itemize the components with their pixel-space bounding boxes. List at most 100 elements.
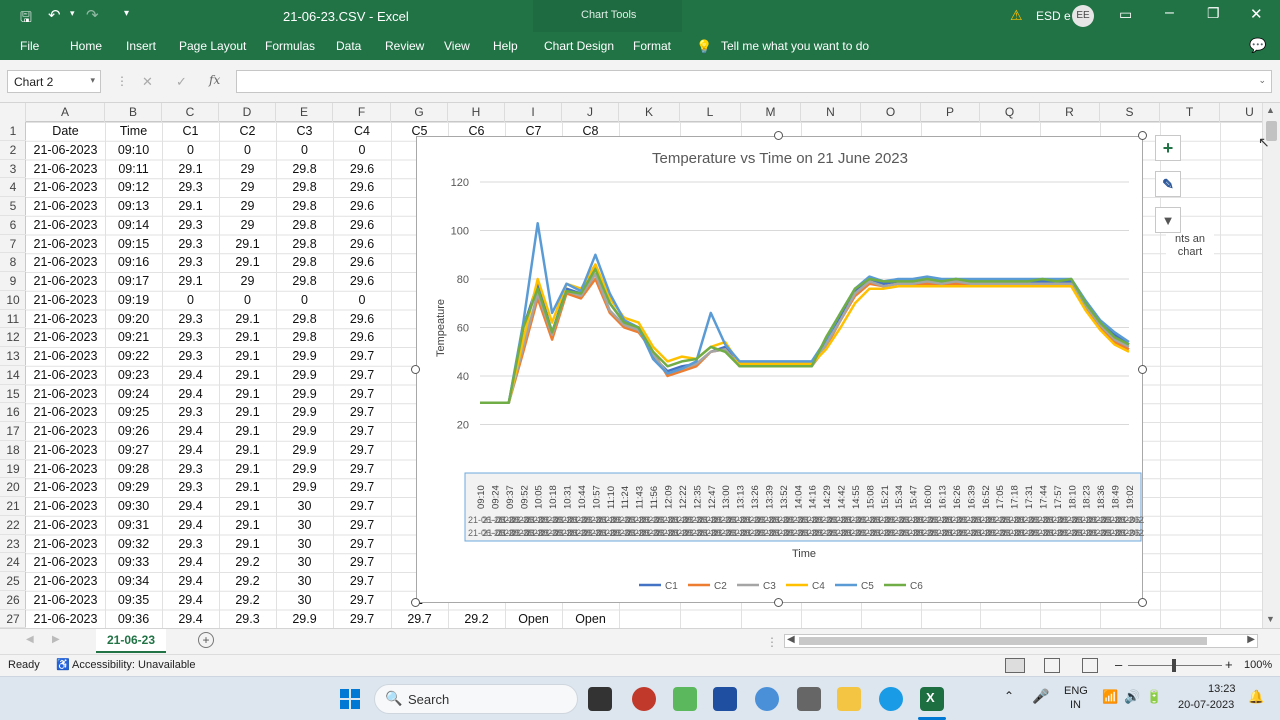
tell-me-search[interactable]: Tell me what you want to do [721, 39, 870, 53]
tab-page-layout[interactable]: Page Layout [179, 39, 247, 53]
redo-icon[interactable]: ↷ [86, 7, 99, 24]
cell-h27[interactable]: 29.2 [464, 611, 489, 626]
cell-e19[interactable]: 29.9 [292, 461, 317, 476]
tab-home[interactable]: Home [70, 39, 103, 53]
cell-a23[interactable]: 21-06-2023 [33, 536, 98, 551]
cell-b23[interactable]: 09:32 [117, 536, 150, 551]
microphone-icon[interactable]: 🎤 [1032, 688, 1050, 704]
tab-review[interactable]: Review [385, 39, 425, 53]
cell-e7[interactable]: 29.8 [292, 236, 317, 251]
cell-b20[interactable]: 09:29 [117, 480, 150, 495]
cell-f23[interactable]: 29.7 [349, 536, 375, 551]
cell-g1[interactable]: C5 [411, 124, 428, 138]
chart-area[interactable]: Temperature vs Time on 21 June 2023 120 10… [416, 136, 1144, 603]
cell-b27[interactable]: 09:36 [117, 611, 150, 626]
cell-b1[interactable]: Time [119, 124, 148, 138]
close-button[interactable]: ✕ [1250, 6, 1263, 23]
cell-g27[interactable]: 29.7 [407, 611, 432, 626]
cell-e1[interactable]: C3 [296, 124, 313, 138]
cell-c17[interactable]: 29.4 [178, 424, 203, 438]
taskbar-search[interactable]: 🔍 Search [374, 684, 578, 714]
cell-b25[interactable]: 09:34 [117, 574, 150, 588]
cell-c21[interactable]: 29.4 [178, 499, 203, 513]
new-sheet-button[interactable]: + [198, 632, 214, 648]
cell-b3[interactable]: 09:11 [118, 161, 149, 176]
cell-a18[interactable]: 21-06-2023 [33, 442, 98, 457]
resize-handle-bottom-left[interactable] [411, 598, 420, 607]
tab-chart-design[interactable]: Chart Design [544, 39, 615, 53]
cell-c1[interactable]: C1 [182, 124, 199, 138]
cell-b7[interactable]: 09:15 [117, 236, 150, 251]
cell-a26[interactable]: 21-06-2023 [33, 592, 98, 607]
cell-e24[interactable]: 30 [297, 555, 312, 570]
scroll-down-icon[interactable]: ▼ [1266, 614, 1275, 624]
horizontal-scroll-thumb[interactable] [799, 637, 1207, 645]
cell-b14[interactable]: 09:23 [117, 367, 150, 382]
cell-c24[interactable]: 29.4 [178, 555, 203, 570]
cell-f19[interactable]: 29.7 [349, 461, 375, 476]
column-header-r[interactable]: R [1040, 103, 1100, 122]
paint-app-icon[interactable] [632, 687, 656, 711]
column-header-b[interactable]: B [105, 103, 162, 122]
tab-insert[interactable]: Insert [126, 39, 157, 53]
cell-a16[interactable]: 21-06-2023 [33, 405, 98, 420]
row-header-13[interactable]: 13 [0, 347, 26, 366]
cell-f15[interactable]: 29.7 [349, 386, 375, 401]
name-box[interactable]: Chart 2 ▾ [7, 70, 101, 93]
clock-date[interactable]: 20-07-2023 [1178, 699, 1235, 711]
customize-qat-icon[interactable]: ▾ [124, 8, 130, 19]
column-header-p[interactable]: P [921, 103, 980, 122]
cell-e10[interactable]: 0 [301, 292, 308, 307]
cell-b24[interactable]: 09:33 [117, 555, 150, 570]
cell-d23[interactable]: 29.1 [235, 536, 260, 551]
name-box-dropdown-icon[interactable]: ▾ [90, 75, 95, 85]
row-header-16[interactable]: 16 [0, 403, 26, 422]
column-header-i[interactable]: I [505, 103, 562, 122]
cell-d22[interactable]: 29.1 [235, 517, 260, 532]
cell-a1[interactable]: Date [52, 124, 79, 138]
cell-f14[interactable]: 29.7 [349, 367, 375, 382]
cell-b12[interactable]: 09:21 [117, 330, 150, 345]
cell-c15[interactable]: 29.4 [178, 386, 203, 401]
cell-b19[interactable]: 09:28 [117, 461, 150, 476]
cell-e27[interactable]: 29.9 [292, 611, 317, 626]
column-header-d[interactable]: D [219, 103, 276, 122]
row-header-3[interactable]: 3 [0, 160, 26, 179]
column-header-q[interactable]: Q [980, 103, 1040, 122]
cell-f6[interactable]: 29.6 [349, 217, 375, 232]
cell-f1[interactable]: C4 [354, 124, 370, 138]
cell-c8[interactable]: 29.3 [178, 255, 203, 270]
formula-input[interactable]: ⌄ [236, 70, 1272, 93]
column-header-e[interactable]: E [276, 103, 333, 122]
cell-d19[interactable]: 29.1 [235, 461, 260, 476]
cell-e25[interactable]: 30 [297, 574, 312, 588]
cell-d8[interactable]: 29.1 [235, 255, 260, 270]
cell-b4[interactable]: 09:12 [117, 180, 150, 195]
row-header-15[interactable]: 15 [0, 385, 26, 404]
cell-a4[interactable]: 21-06-2023 [33, 180, 98, 195]
chart-styles-button[interactable]: ✎ [1155, 171, 1181, 197]
cell-f4[interactable]: 29.6 [349, 180, 375, 195]
cell-e5[interactable]: 29.8 [292, 199, 317, 213]
cell-a14[interactable]: 21-06-2023 [33, 367, 98, 382]
column-header-j[interactable]: J [562, 103, 619, 122]
cell-f3[interactable]: 29.6 [349, 161, 375, 176]
cell-b21[interactable]: 09:30 [117, 499, 150, 513]
cell-a11[interactable]: 21-06-2023 [33, 311, 98, 326]
page-break-preview-button[interactable] [1082, 658, 1098, 673]
cell-f21[interactable]: 29.7 [349, 499, 375, 513]
zoom-in-button[interactable]: + [1225, 657, 1233, 672]
row-header-6[interactable]: 6 [0, 216, 26, 235]
cell-e4[interactable]: 29.8 [292, 180, 317, 195]
select-all-corner[interactable] [0, 103, 26, 122]
cell-a27[interactable]: 21-06-2023 [33, 611, 98, 626]
cell-d14[interactable]: 29.1 [235, 367, 260, 382]
vertical-scrollbar[interactable]: ▲ ▼ [1262, 103, 1280, 628]
scroll-left-icon[interactable]: ◀ [787, 634, 795, 645]
cell-a20[interactable]: 21-06-2023 [33, 480, 98, 495]
cell-d13[interactable]: 29.1 [235, 349, 260, 363]
tab-file[interactable]: File [20, 39, 40, 53]
cell-a7[interactable]: 21-06-2023 [33, 236, 98, 251]
undo-icon[interactable]: ↶ [48, 7, 61, 24]
tray-overflow-icon[interactable]: ⌃ [1004, 689, 1015, 703]
